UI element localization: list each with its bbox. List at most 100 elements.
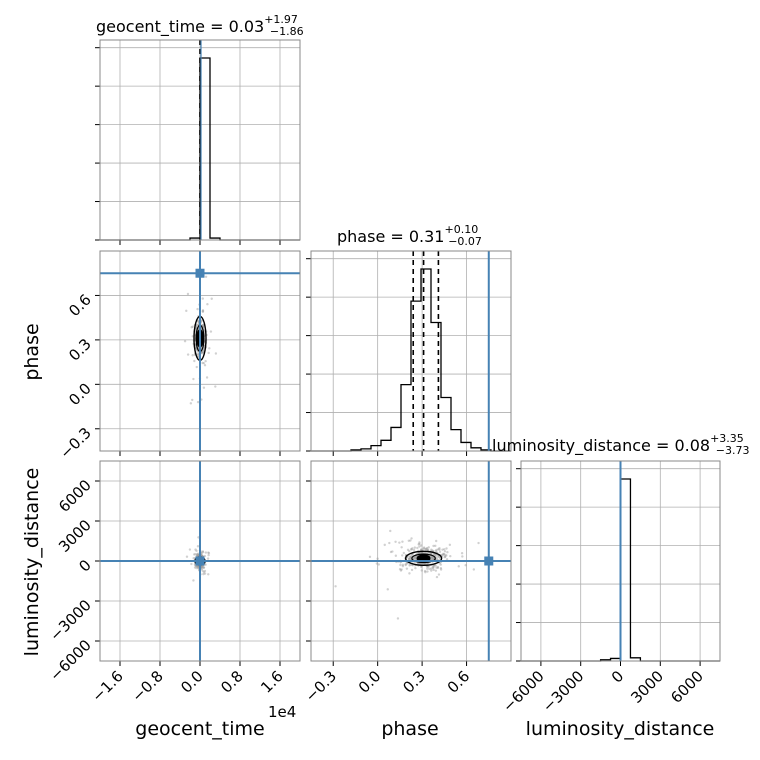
scatter-point [427, 551, 430, 555]
scatter-point [196, 545, 200, 548]
scatter-point [424, 548, 427, 551]
tick-label-y: −3000 [46, 596, 95, 645]
scatter-point [414, 556, 417, 560]
scatter-point [201, 361, 204, 365]
scatter-point [408, 557, 411, 561]
scatter-point [441, 548, 444, 551]
scatter-point [436, 555, 440, 558]
scatter-point [425, 562, 429, 565]
scatter-point [422, 546, 426, 549]
scatter-point [435, 575, 439, 579]
scatter-point [434, 569, 438, 572]
scatter-point [434, 549, 437, 553]
scatter-point [389, 529, 392, 533]
tick-label-x: 0.6 [444, 667, 474, 697]
tick-label-x: −1.6 [88, 667, 126, 705]
scatter-point [417, 543, 420, 546]
scatter-point [433, 553, 437, 556]
scatter-point [426, 548, 429, 552]
scatter-point [418, 541, 421, 544]
scatter-point [408, 555, 412, 558]
scatter-point [425, 565, 429, 568]
scatter-point [404, 563, 407, 567]
scatter-point [201, 550, 205, 554]
scatter-point [412, 548, 416, 552]
scatter-point [200, 319, 203, 322]
scatter-point [195, 365, 198, 369]
scatter-point [426, 570, 429, 573]
scatter-point [201, 324, 204, 327]
scatter-point [201, 569, 204, 573]
tick-label-x: 0 [608, 667, 627, 686]
scatter-point [204, 359, 207, 363]
scatter-point [421, 562, 424, 565]
scatter-point [402, 551, 406, 555]
scatter-point [431, 556, 434, 559]
scatter-points [311, 461, 511, 661]
truth-marker [195, 556, 205, 566]
scatter-point [204, 563, 207, 566]
scatter-point [431, 567, 435, 570]
xlabel-geocent-time: geocent_time [135, 718, 264, 740]
scatter-point [425, 547, 428, 550]
scatter-point [400, 568, 403, 571]
scatter-point [407, 557, 411, 560]
panel-frame [99, 460, 301, 662]
scatter-point [404, 563, 407, 566]
scatter-point [422, 562, 426, 566]
scatter-point [196, 400, 200, 404]
scatter-point [207, 573, 210, 576]
scatter-point [424, 570, 427, 574]
tick-label-y: 3000 [55, 516, 95, 556]
scatter-point [409, 548, 413, 551]
scatter-point [441, 554, 444, 557]
scatter-point [214, 385, 217, 388]
scatter-point [196, 553, 199, 557]
panel-frame [520, 460, 721, 662]
scatter-point [409, 555, 412, 559]
scatter-point [412, 557, 416, 560]
scatter-point [412, 557, 415, 560]
title-luminosity-distance: luminosity_distance = 0.08+3.35 −3.73 [492, 432, 750, 457]
scatter-point [410, 537, 413, 540]
scatter-point [438, 562, 442, 565]
scatter-point [426, 547, 429, 550]
scatter-point [432, 568, 435, 572]
title-phase: phase = 0.31+0.10 −0.07 [337, 223, 482, 248]
tick-label-y: 0.0 [65, 379, 95, 409]
scatter-point [202, 325, 205, 329]
scatter-point [413, 546, 417, 549]
tick-label-x: −3000 [539, 667, 588, 716]
scatter-point [208, 347, 211, 350]
scatter-point [207, 552, 211, 555]
scatter-point [201, 324, 205, 327]
scatter-point [410, 553, 414, 556]
scatter-point [185, 309, 188, 313]
scatter-point [420, 569, 423, 572]
scatter-point [434, 539, 438, 543]
scatter-point [201, 297, 204, 300]
scatter-point [409, 539, 412, 542]
ylabel-luminosity-distance: luminosity_distance [21, 468, 43, 657]
scatter-point [203, 364, 207, 367]
truth-marker [195, 268, 205, 278]
scatter-point [437, 573, 441, 576]
scatter-point [443, 552, 446, 556]
tick-label-x: 0.8 [217, 667, 247, 697]
xlabel-luminosity-distance: luminosity_distance [526, 718, 715, 740]
scatter-point [439, 563, 443, 566]
tick-label-x: 0.3 [399, 667, 429, 697]
scatter-point [195, 565, 198, 568]
scatter-point [439, 567, 443, 570]
scatter-point [406, 548, 410, 552]
scatter-point [431, 557, 434, 561]
scatter-point [442, 553, 445, 556]
scatter-point [409, 563, 412, 566]
scatter-point [445, 554, 448, 557]
offset-label-geocent-time: 1e4 [268, 703, 296, 721]
scatter-point [201, 309, 205, 312]
scatter-point [434, 544, 437, 548]
scatter-point [196, 553, 199, 556]
scatter-point [443, 550, 447, 553]
